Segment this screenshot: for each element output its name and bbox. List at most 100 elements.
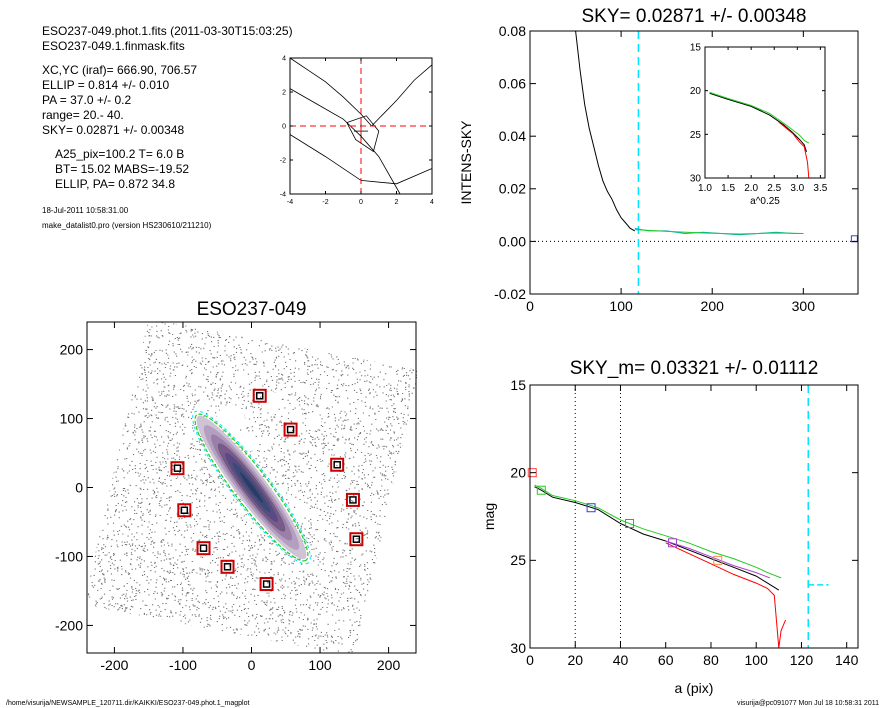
galaxy-ytick-label: 100 [60, 410, 84, 426]
center-xtick-label: -4 [287, 199, 293, 206]
galaxy-xtick-label: 0 [248, 657, 256, 673]
masked-region [216, 404, 245, 433]
inset-xtick-label: 3.0 [790, 183, 804, 194]
mask-marker-inner [333, 460, 341, 469]
mask-marker [170, 461, 185, 476]
mask-marker [220, 559, 235, 574]
mag-series [665, 542, 787, 649]
masked-region [239, 433, 258, 452]
mag-xtick-label: 100 [745, 652, 769, 668]
masked-region [305, 413, 322, 430]
mag-series [534, 486, 780, 591]
mask-marker [252, 388, 267, 403]
intens-marker [850, 235, 858, 243]
footer-user: visurija@pc091077 Mon Jul 18 10:58:31 20… [737, 700, 879, 707]
center-xtick-label: 0 [359, 199, 363, 206]
inset-xtick-label: 1.0 [698, 183, 712, 194]
intens-xtick-label: 200 [701, 298, 725, 314]
inset-series [778, 121, 810, 179]
masked-region [320, 391, 333, 404]
header-line-9: BT= 15.02 MABS=-19.52 [55, 162, 189, 176]
center-xtick-label: 4 [430, 199, 434, 206]
galaxy-xtick-label: 200 [377, 657, 401, 673]
mask-marker-inner [199, 544, 208, 552]
galaxy-title: ESO237-049 [197, 299, 307, 320]
mag-series [534, 484, 782, 579]
mask-marker [177, 503, 192, 518]
inset-series [709, 92, 807, 152]
mask-marker [259, 577, 274, 592]
galaxy-xtick-label: 100 [308, 657, 332, 673]
mag-marker [527, 468, 537, 478]
mask-marker [345, 492, 360, 507]
inset-ytick-label: 15 [690, 43, 702, 54]
inset-xtick-label: 2.0 [744, 183, 758, 194]
header-line-4: ELLIP = 0.814 +/- 0.010 [42, 78, 170, 92]
contour-line [346, 115, 380, 153]
inset-ytick-label: 20 [690, 86, 702, 97]
mag-marker [625, 519, 635, 529]
inset-xtick-label: 1.5 [721, 183, 735, 194]
mag-ytick-label: 20 [510, 465, 526, 481]
contour-line [289, 57, 372, 127]
header-date: 18-Jul-2011 10:58:31.00 [42, 206, 129, 215]
mask-marker [196, 541, 211, 556]
intens-ytick-label: 0.00 [499, 233, 526, 249]
galaxy-xtick-label: -100 [169, 657, 197, 673]
intens-ytick-label: 0.02 [499, 181, 526, 197]
mask-marker [349, 532, 364, 547]
mask-marker-inner [255, 392, 264, 400]
mask-marker-inner [352, 535, 361, 543]
mask-marker [283, 422, 298, 437]
mag-ytick-label: 15 [510, 377, 526, 393]
intens-ytick-label: -0.02 [494, 286, 526, 302]
header-line-8: A25_pix=100.2 T= 6.0 B [55, 147, 184, 161]
intens-ytick-label: 0.06 [499, 76, 526, 92]
mag-xtick-label: 20 [567, 652, 583, 668]
center-contour-plot: -4 -2 0 2 4 -4 -2 0 2 4 [280, 55, 434, 206]
header-line-6: range= 20.- 40. [42, 108, 124, 122]
galaxy-isophote [239, 471, 264, 504]
intens-sky-plot: SKY= 0.02871 +/- 0.00348 INTENS-SKY 0 100 20… [458, 6, 859, 314]
center-xtick-label: 2 [395, 199, 399, 206]
center-xtick-label: -2 [322, 199, 328, 206]
mag-profile-plot: SKY_m= 0.03321 +/- 0.01112 a (pix) mag 0 20 4… [481, 358, 859, 696]
mag-xlabel: a (pix) [675, 680, 714, 696]
galaxy-ytick-label: 0 [75, 479, 83, 495]
header-line-7: SKY= 0.02871 +/- 0.00348 [42, 123, 184, 137]
mask-marker-inner [223, 563, 232, 571]
mag-xtick-label: 120 [790, 652, 814, 668]
intens-xtick-label: 0 [526, 298, 534, 314]
inset-xlabel: a^0.25 [750, 196, 780, 207]
header-line-3: XC,YC (iraf)= 666.90, 706.57 [42, 63, 197, 77]
contour-line [371, 64, 433, 127]
mag-title: SKY_m= 0.03321 +/- 0.01112 [570, 358, 819, 379]
header-line-10: ELLIP, PA= 0.872 34.8 [55, 177, 175, 191]
galaxy-fit-ellipse [194, 413, 309, 562]
mask-marker-inner [173, 464, 182, 472]
inset-series [709, 91, 810, 144]
intens-xtick-label: 300 [792, 298, 816, 314]
intens-series [575, 30, 636, 232]
center-ytick-label: 2 [282, 89, 286, 96]
mag-series [665, 540, 770, 579]
header-line-1: ESO237-049.phot.1.fits (2011-03-30T15:03… [42, 24, 293, 38]
mag-xtick-label: 60 [658, 652, 674, 668]
contour-line [289, 88, 401, 195]
intens-ytick-label: 0.08 [499, 23, 526, 39]
header-info: ESO237-049.phot.1.fits (2011-03-30T15:03… [42, 24, 293, 230]
center-ytick-label: -4 [280, 191, 286, 198]
center-ytick-label: 4 [282, 55, 286, 62]
header-program: make_datalist0.pro (version HS230610/211… [42, 221, 212, 230]
inset-ytick-label: 25 [690, 130, 702, 141]
inset-xtick-label: 3.5 [813, 183, 827, 194]
inset-ytick-label: 30 [690, 174, 702, 185]
intens-title: SKY= 0.02871 +/- 0.00348 [581, 6, 806, 27]
mag-ytick-label: 25 [510, 552, 526, 568]
galaxy-ytick-label: -200 [55, 617, 83, 633]
intens-xtick-label: 100 [609, 298, 633, 314]
sky-ellipse [192, 410, 311, 565]
mask-marker [330, 457, 345, 472]
mag-marker [668, 538, 678, 548]
